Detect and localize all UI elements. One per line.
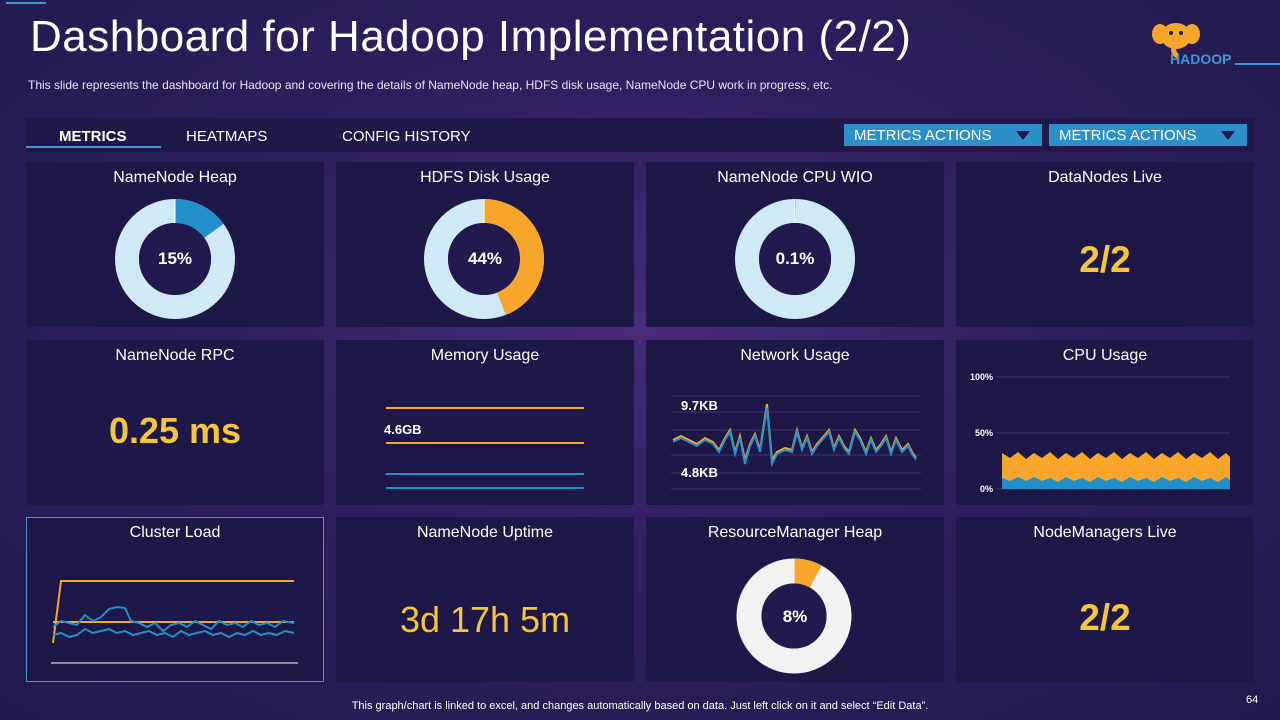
metrics-actions-button-1[interactable]: METRICS ACTIONS bbox=[844, 124, 1042, 146]
page-title: Dashboard for Hadoop Implementation (2/2… bbox=[30, 12, 912, 61]
widget-network-usage[interactable]: 9.7KB 4.8KB Network Usage bbox=[646, 340, 944, 505]
memory-usage-chart: 4.6GB bbox=[384, 407, 584, 489]
tab-config-history[interactable]: CONFIG HISTORY bbox=[342, 128, 471, 145]
widget-title: NameNode CPU WIO bbox=[717, 169, 873, 186]
widget-title: DataNodes Live bbox=[1048, 169, 1162, 186]
donut-hole bbox=[761, 583, 827, 649]
metrics-actions-label: METRICS ACTIONS bbox=[854, 127, 992, 144]
nodemanagers-live-value: 2/2 bbox=[1079, 597, 1131, 638]
caret-down-icon bbox=[1016, 131, 1030, 140]
widget-resourcemanager-heap[interactable]: ResourceManager Heap 8% bbox=[646, 517, 944, 682]
donut-value: 44% bbox=[467, 249, 503, 268]
hdfs-disk-donut bbox=[424, 199, 544, 319]
logo-text: HADOOP bbox=[1170, 51, 1232, 67]
cpu-area-user bbox=[1002, 452, 1230, 489]
cluster-load-procs bbox=[52, 605, 295, 633]
widget-datanodes-live[interactable]: DataNodes Live 2/2 bbox=[956, 162, 1254, 327]
caret-down-icon bbox=[1221, 131, 1235, 140]
cpu-tick-100: 100% bbox=[970, 372, 993, 382]
widget-title: NameNode RPC bbox=[115, 347, 235, 364]
widget-title: Cluster Load bbox=[129, 524, 221, 541]
tab-heatmaps[interactable]: HEATMAPS bbox=[186, 128, 268, 145]
memory-value-label: 4.6GB bbox=[384, 422, 422, 437]
widget-memory-usage[interactable]: 4.6GB Memory Usage bbox=[336, 340, 634, 505]
top-accent-line bbox=[6, 2, 46, 4]
namenode-uptime-value: 3d 17h 5m bbox=[399, 599, 571, 640]
namenode-heap-donut bbox=[115, 199, 235, 319]
metrics-actions-label: METRICS ACTIONS bbox=[1059, 127, 1197, 144]
network-low-label: 4.8KB bbox=[681, 465, 718, 480]
widget-namenode-heap[interactable]: NameNode Heap 15% bbox=[26, 162, 324, 327]
donut-hole bbox=[448, 223, 520, 295]
donut-value: 0.1% bbox=[775, 249, 815, 268]
network-series-in bbox=[672, 407, 917, 468]
elephant-icon bbox=[1152, 23, 1200, 59]
widget-nodemanagers-live[interactable]: NodeManagers Live 2/2 bbox=[956, 517, 1254, 682]
cpu-usage-chart: 100% 50% 0% bbox=[970, 372, 1230, 494]
widget-cluster-load[interactable]: Cluster Load bbox=[26, 517, 324, 682]
page-number: 64 bbox=[1246, 694, 1259, 706]
rm-heap-donut bbox=[736, 558, 852, 674]
cpu-area-system bbox=[1002, 477, 1230, 489]
donut-value: 15% bbox=[157, 249, 193, 268]
namenode-rpc-value: 0.25 ms bbox=[108, 410, 242, 451]
donut-hole bbox=[139, 223, 211, 295]
widget-hdfs-disk-usage[interactable]: HDFS Disk Usage 44% bbox=[336, 162, 634, 327]
widget-title: NameNode Uptime bbox=[416, 524, 554, 541]
footer-note: This graph/chart is linked to excel, and… bbox=[351, 700, 929, 712]
metrics-actions-button-2[interactable]: METRICS ACTIONS bbox=[1049, 124, 1247, 146]
donut-value: 8% bbox=[782, 607, 808, 626]
widget-title: CPU Usage bbox=[1062, 347, 1148, 364]
widget-cpu-usage[interactable]: 100% 50% 0% CPU Usage bbox=[956, 340, 1254, 505]
cluster-load-chart bbox=[51, 580, 298, 664]
widget-title: ResourceManager Heap bbox=[707, 524, 883, 541]
hadoop-logo: HADOOP bbox=[1140, 20, 1280, 70]
cpu-tick-50: 50% bbox=[975, 428, 993, 438]
namenode-cpu-donut bbox=[735, 199, 855, 319]
widget-title: Network Usage bbox=[740, 347, 850, 364]
widget-namenode-rpc[interactable]: NameNode RPC 0.25 ms bbox=[26, 340, 324, 505]
widget-title: HDFS Disk Usage bbox=[420, 169, 550, 186]
widget-title: NodeManagers Live bbox=[1033, 524, 1177, 541]
widget-title: NameNode Heap bbox=[113, 169, 237, 186]
datanodes-live-value: 2/2 bbox=[1079, 239, 1131, 280]
widget-namenode-cpu-wio[interactable]: NameNode CPU WIO 0.1% bbox=[646, 162, 944, 327]
cluster-load-load1 bbox=[52, 627, 295, 639]
tab-metrics[interactable]: METRICS bbox=[59, 128, 127, 145]
page-subtitle: This slide represents the dashboard for … bbox=[28, 78, 833, 92]
donut-hole bbox=[759, 223, 831, 295]
network-high-label: 9.7KB bbox=[681, 398, 718, 413]
network-usage-chart: 9.7KB 4.8KB bbox=[671, 395, 921, 490]
cpu-tick-0: 0% bbox=[980, 484, 993, 494]
tab-bar: METRICS HEATMAPS CONFIG HISTORY METRICS … bbox=[26, 118, 1254, 152]
logo-underline bbox=[1235, 63, 1280, 65]
widget-namenode-uptime[interactable]: NameNode Uptime 3d 17h 5m bbox=[336, 517, 634, 682]
active-tab-underline bbox=[26, 146, 161, 148]
widget-title: Memory Usage bbox=[430, 347, 540, 364]
